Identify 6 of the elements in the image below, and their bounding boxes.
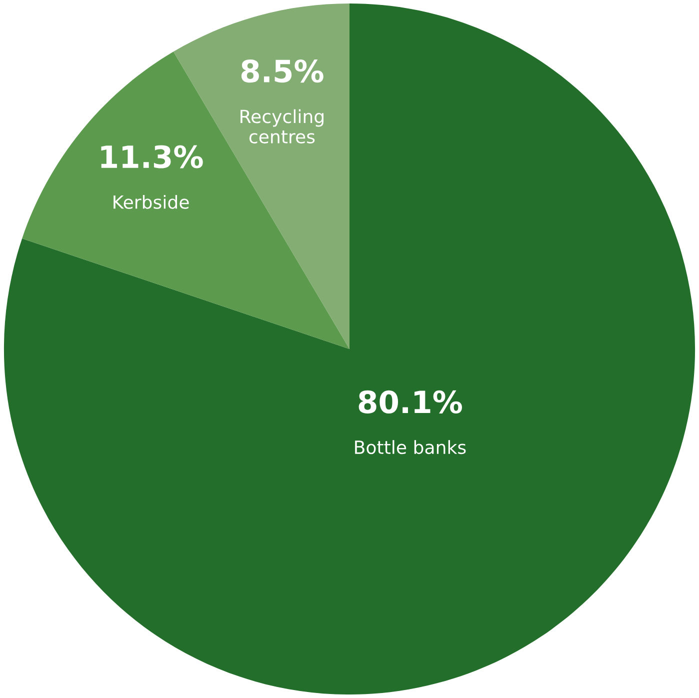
slice-label: Recycling centres [240, 109, 324, 144]
data-label: 80.1% [358, 390, 462, 414]
slice-label: Kerbside [114, 194, 189, 209]
data-label: 11.3% [101, 145, 203, 168]
slice-label: Bottle banks [355, 440, 466, 454]
data-label: 8.5% [241, 60, 324, 83]
